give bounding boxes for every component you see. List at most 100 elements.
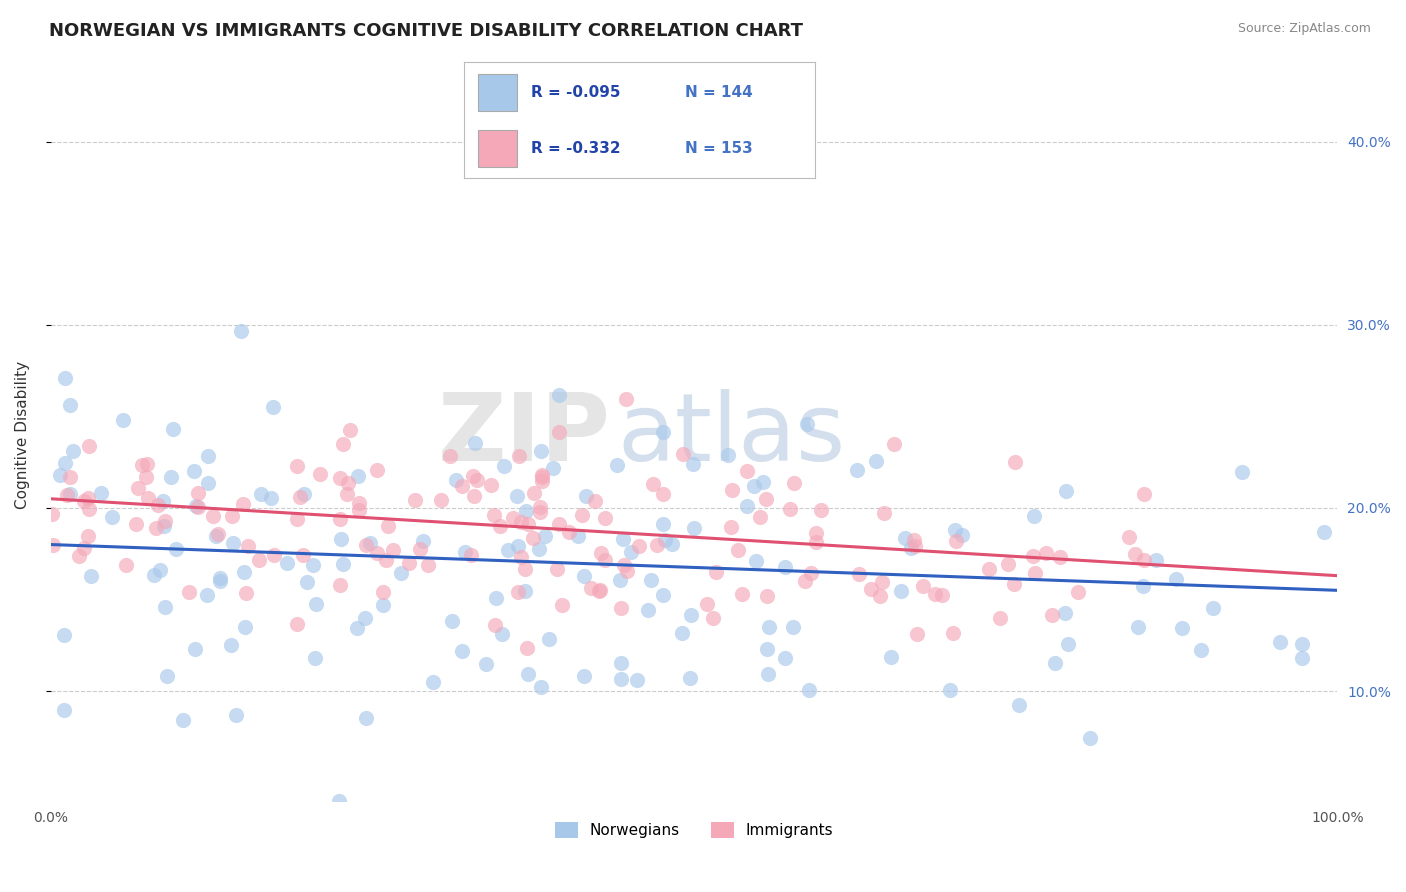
Point [55, 487, 77, 501]
Point [232, 497, 254, 511]
Point [752, 475, 775, 490]
Point [172, 713, 194, 727]
Point [444, 474, 467, 488]
Point [614, 392, 637, 407]
Point [142, 568, 165, 582]
Point [506, 489, 529, 503]
Point [588, 583, 610, 598]
Point [756, 641, 779, 656]
Point [112, 412, 135, 426]
Point [1053, 606, 1076, 620]
Point [745, 554, 768, 568]
Point [332, 436, 354, 450]
Point [77, 491, 100, 506]
Point [127, 481, 149, 495]
Point [870, 574, 893, 589]
Point [1040, 608, 1063, 623]
Point [513, 562, 536, 576]
Point [197, 449, 219, 463]
Point [547, 517, 569, 532]
Point [997, 558, 1019, 572]
Bar [478, 129, 517, 167]
Point [349, 503, 371, 517]
Point [1056, 637, 1078, 651]
Point [422, 675, 444, 690]
Point [1054, 483, 1077, 498]
Point [679, 671, 702, 685]
Point [516, 641, 538, 656]
Point [735, 499, 758, 513]
Point [328, 794, 350, 808]
Point [463, 489, 485, 503]
Point [904, 540, 927, 554]
Point [1022, 508, 1045, 523]
Point [295, 574, 318, 589]
Point [330, 533, 353, 547]
Point [263, 548, 285, 562]
Point [796, 417, 818, 431]
Point [546, 562, 568, 576]
Point [249, 553, 271, 567]
Point [606, 458, 628, 472]
Point [219, 638, 242, 652]
Point [276, 557, 298, 571]
Point [389, 566, 412, 581]
Point [1189, 643, 1212, 657]
Point [53, 703, 76, 717]
Point [742, 479, 765, 493]
Point [1118, 530, 1140, 544]
Y-axis label: Cognitive Disability: Cognitive Disability [15, 360, 30, 508]
Point [62, 444, 84, 458]
Point [59, 398, 82, 412]
Point [453, 545, 475, 559]
Point [485, 591, 508, 606]
Point [73, 493, 96, 508]
Point [572, 569, 595, 583]
Point [197, 588, 219, 602]
Point [285, 459, 308, 474]
Point [115, 558, 138, 573]
Point [1268, 635, 1291, 649]
Point [183, 464, 205, 478]
Point [652, 425, 675, 440]
Point [672, 447, 695, 461]
Point [138, 491, 160, 505]
Text: ZIP: ZIP [437, 389, 610, 481]
Point [488, 519, 510, 533]
Point [398, 556, 420, 570]
Point [527, 541, 550, 556]
Point [498, 543, 520, 558]
Text: N = 144: N = 144 [686, 85, 754, 100]
Point [846, 463, 869, 477]
Point [373, 598, 395, 612]
Point [187, 500, 209, 514]
Point [682, 521, 704, 535]
Point [262, 400, 284, 414]
Point [222, 535, 245, 549]
Point [77, 502, 100, 516]
Point [515, 504, 537, 518]
Point [1132, 578, 1154, 592]
Point [654, 533, 676, 548]
Point [233, 620, 256, 634]
Point [1066, 584, 1088, 599]
Point [905, 627, 928, 641]
Point [153, 519, 176, 533]
Point [912, 579, 935, 593]
Point [506, 584, 529, 599]
Point [756, 666, 779, 681]
Point [900, 541, 922, 555]
Point [510, 515, 533, 529]
Point [146, 498, 169, 512]
Point [162, 422, 184, 436]
Point [67, 549, 90, 563]
Point [661, 537, 683, 551]
Point [209, 574, 232, 588]
Point [1049, 550, 1071, 565]
Point [475, 657, 498, 671]
Point [755, 589, 778, 603]
Point [329, 471, 352, 485]
Point [366, 545, 388, 559]
Point [260, 491, 283, 506]
Point [165, 541, 187, 556]
